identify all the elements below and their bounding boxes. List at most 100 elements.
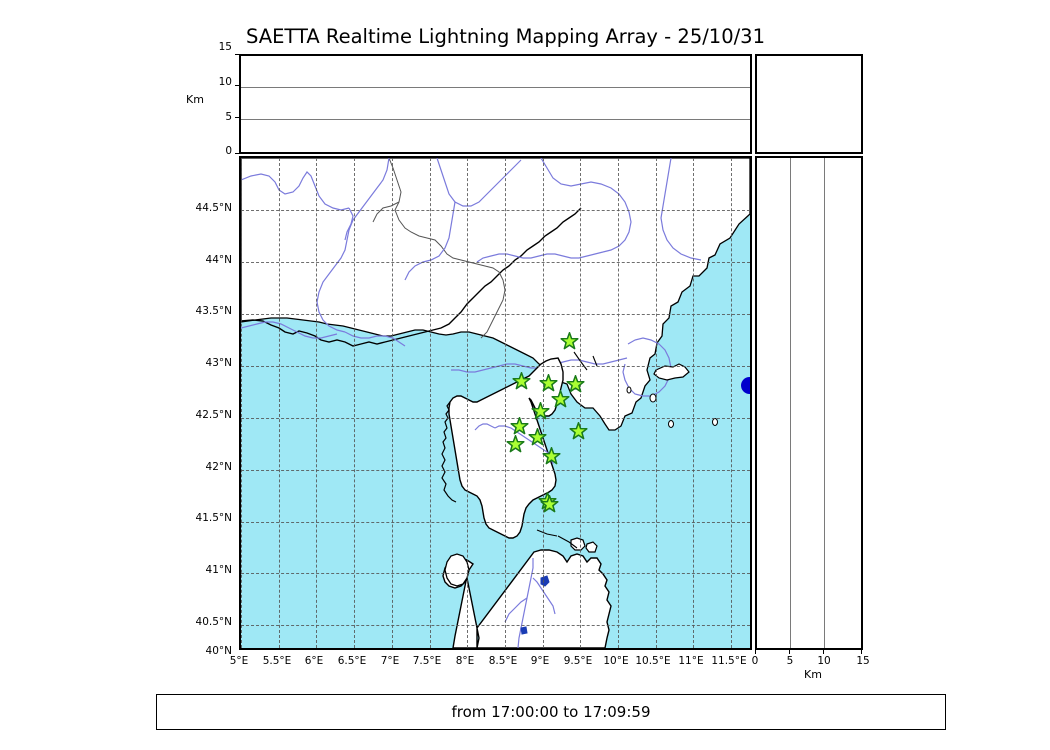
national-borders <box>388 158 506 339</box>
station-marker-star[interactable] <box>510 416 529 436</box>
lon-tick-6: 6°E <box>304 655 324 667</box>
lat-gridline-42 <box>241 469 750 471</box>
corner-panel <box>755 54 863 154</box>
station-marker-star[interactable] <box>531 402 550 421</box>
page-title: SAETTA Realtime Lightning Mapping Array … <box>246 25 765 48</box>
lon-tick-11.5: 11.5°E <box>711 655 747 667</box>
lat-tick-40: 40°N <box>205 645 232 657</box>
lon-tick-11: 11°E <box>678 655 704 667</box>
lat-tick-43.5: 43.5°N <box>195 305 232 317</box>
station-marker-star[interactable] <box>539 374 558 393</box>
lat-gridline-44.5 <box>241 209 750 211</box>
lon-gridline-9 <box>542 158 544 648</box>
island-small-4 <box>626 386 632 394</box>
madonie-islet <box>536 529 558 537</box>
lon-gridline-10 <box>618 158 619 648</box>
lon-gridline-6 <box>316 158 318 648</box>
station-marker-star[interactable] <box>551 389 570 409</box>
lon-tick-10: 10°E <box>603 655 629 667</box>
side-gridline-5km <box>790 158 791 648</box>
alt-tick-5: 5 <box>225 111 232 123</box>
side-tickmark-0 <box>755 650 756 654</box>
lat-tick-40.5: 40.5°N <box>195 616 232 628</box>
lon-gridline-11 <box>693 158 695 648</box>
map-panel[interactable] <box>239 156 752 650</box>
lat-tick-41.5: 41.5°N <box>195 512 232 524</box>
lon-tick-6.5: 6.5°E <box>337 655 367 667</box>
side-tick-10: 10 <box>817 655 831 667</box>
lon-tick-7.5: 7.5°E <box>412 655 442 667</box>
corsica-landmass <box>448 357 564 539</box>
lon-tick-5.5: 5.5°E <box>262 655 292 667</box>
lon-gridline-5.5 <box>278 158 280 648</box>
basemap-svg <box>241 158 750 648</box>
station-marker-star[interactable] <box>528 428 547 447</box>
alt-tickmark-15 <box>235 54 239 55</box>
lon-gridline-6.5 <box>354 158 356 648</box>
rivers <box>241 158 702 397</box>
station-marker-star[interactable] <box>560 332 579 351</box>
time-range-statusbar: from 17:00:00 to 17:09:59 <box>156 694 946 730</box>
lon-gridline-11.5 <box>731 158 733 648</box>
sardinia-rivers <box>504 558 556 648</box>
lat-gridline-40.5 <box>241 625 750 627</box>
side-axis-label: Km <box>804 668 822 681</box>
lat-tick-42: 42°N <box>205 461 232 473</box>
station-marker-star[interactable] <box>568 421 588 441</box>
riviera-coastline <box>241 207 582 347</box>
side-tickmark-5 <box>789 650 790 654</box>
lon-tick-9: 9°E <box>530 655 550 667</box>
lon-tick-7: 7°E <box>380 655 400 667</box>
sardinia-ne-islands <box>570 537 586 551</box>
lat-gridline-41.5 <box>241 521 750 523</box>
alt-tickmark-10 <box>235 85 239 87</box>
sardinia-outline-detail <box>444 553 470 587</box>
lat-tick-42.5: 42.5°N <box>195 409 232 421</box>
sardinia-lake-2 <box>520 626 528 635</box>
lat-tick-43: 43°N <box>205 357 232 369</box>
side-tick-15: 15 <box>856 655 870 667</box>
station-marker-star[interactable] <box>512 372 531 391</box>
lat-gridline-43.5 <box>241 313 750 315</box>
lon-gridline-9.5 <box>580 158 582 648</box>
alt-tick-0: 0 <box>225 145 232 157</box>
lat-gridline-44 <box>241 261 750 263</box>
side-tick-5: 5 <box>786 655 794 667</box>
side-gridline-10km <box>824 158 825 648</box>
lavezzi-islets <box>557 535 578 549</box>
lon-tick-9.5: 9.5°E <box>563 655 593 667</box>
map-clip <box>241 158 750 648</box>
lon-gridline-7 <box>391 158 393 648</box>
lon-tick-8.5: 8.5°E <box>488 655 518 667</box>
lat-tick-41: 41°N <box>205 564 232 576</box>
lat-gridline-43 <box>241 365 750 367</box>
side-tickmark-15 <box>861 650 862 654</box>
border-branch <box>372 201 400 223</box>
corsica-west-coast <box>441 401 457 503</box>
station-marker-star[interactable] <box>542 446 561 466</box>
lat-gridline-41 <box>241 573 750 575</box>
lat-tick-44: 44°N <box>205 254 232 266</box>
alt-tick-10: 10 <box>218 76 232 88</box>
sardinia-ne-island2 <box>585 541 598 553</box>
alt-tickmark-5 <box>235 116 239 118</box>
elba-island <box>653 363 690 381</box>
altitude-axis-label: Km <box>186 93 204 106</box>
island-small-2 <box>668 420 674 428</box>
tuscan-islet <box>592 355 598 367</box>
station-marker-star[interactable] <box>506 435 525 454</box>
station-marker-star[interactable] <box>565 375 585 394</box>
station-marker-star[interactable] <box>540 495 559 514</box>
lat-tick-44.5: 44.5°N <box>195 202 232 214</box>
altitude-longitude-panel <box>239 54 752 154</box>
gridline-5km <box>241 118 750 120</box>
lon-gridline-5 <box>241 158 242 648</box>
lon-gridline-8 <box>467 158 469 648</box>
gridline-10km <box>241 87 750 89</box>
side-tickmark-10 <box>823 650 824 654</box>
time-range-text: from 17:00:00 to 17:09:59 <box>451 703 651 721</box>
lon-gridline-8.5 <box>504 158 506 648</box>
alt-tickmark-0 <box>235 153 239 154</box>
side-tick-0: 0 <box>751 655 759 667</box>
